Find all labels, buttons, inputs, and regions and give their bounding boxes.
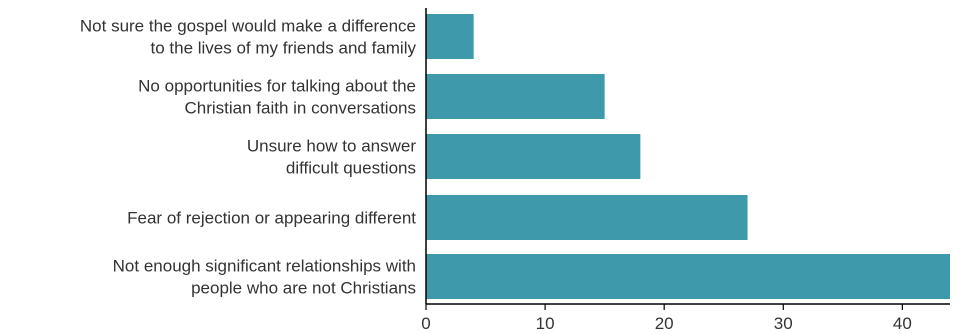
bar-1 [426,74,605,119]
x-tick-label-0: 0 [421,314,430,333]
category-label-line: Not sure the gospel would make a differe… [80,17,416,36]
category-label-0: Not sure the gospel would make a differe… [80,17,417,58]
category-label-line: No opportunities for talking about the [138,77,416,96]
x-tick-label-4: 40 [893,314,912,333]
category-label-line: Not enough significant relationships wit… [113,257,416,276]
category-label-1: No opportunities for talking about the Ch… [138,77,416,118]
bar-3 [426,195,748,240]
category-label-line: Fear of rejection or appearing different [127,209,416,228]
bar-0 [426,14,474,59]
category-label-line: to the lives of my friends and family [150,39,416,58]
category-label-line: Unsure how to answer [247,137,416,156]
category-label-line: people who are not Christians [191,279,416,298]
category-label-line: Christian faith in conversations [184,99,416,118]
x-tick-label-2: 20 [655,314,674,333]
category-label-line: difficult questions [286,159,416,178]
x-tick-label-3: 30 [774,314,793,333]
bar-2 [426,134,641,179]
category-label-2: Unsure how to answer difficult questions [247,137,416,178]
category-label-3: Fear of rejection or appearing different [127,209,416,228]
bar-4 [426,254,950,299]
category-label-4: Not enough significant relationships wit… [113,257,416,298]
x-tick-label-1: 10 [536,314,555,333]
category-labels-group: Not sure the gospel would make a differe… [80,17,417,298]
x-ticks-group: 0 10 20 30 40 [421,304,912,333]
bars-group [426,14,950,299]
